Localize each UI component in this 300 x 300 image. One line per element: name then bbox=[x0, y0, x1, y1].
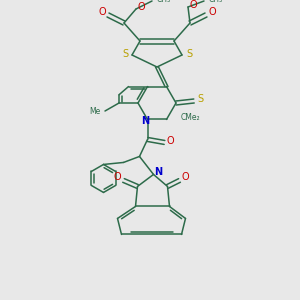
Text: N: N bbox=[141, 116, 150, 127]
Text: O: O bbox=[114, 172, 121, 182]
Text: O: O bbox=[189, 0, 197, 10]
Text: O: O bbox=[208, 7, 216, 17]
Text: S: S bbox=[186, 49, 192, 59]
Text: O: O bbox=[98, 7, 106, 17]
Text: O: O bbox=[182, 172, 189, 182]
Text: CMe₂: CMe₂ bbox=[181, 113, 200, 122]
Text: Me: Me bbox=[89, 107, 100, 116]
Text: S: S bbox=[197, 94, 203, 104]
Text: S: S bbox=[122, 49, 128, 59]
Text: O: O bbox=[167, 136, 174, 146]
Text: N: N bbox=[154, 167, 163, 178]
Text: O: O bbox=[137, 2, 145, 12]
Text: CH₃: CH₃ bbox=[157, 0, 171, 4]
Text: CH₃: CH₃ bbox=[209, 0, 223, 4]
